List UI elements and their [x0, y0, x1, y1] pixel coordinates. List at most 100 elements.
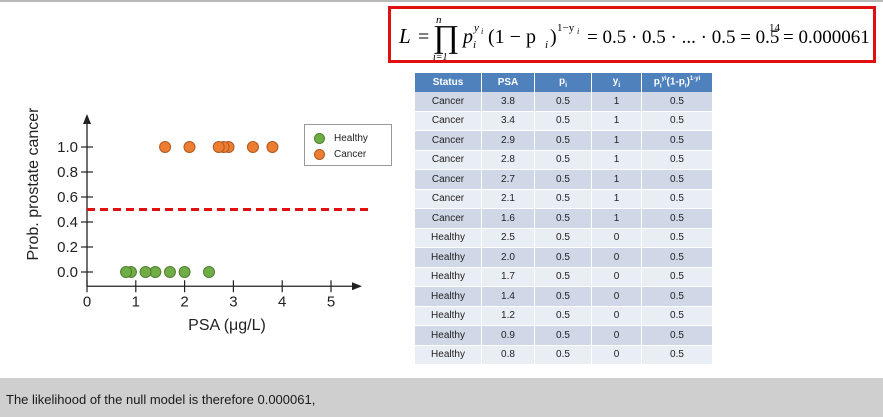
legend-label-healthy: Healthy	[334, 132, 368, 144]
x-tick-label: 2	[180, 293, 188, 310]
cell-p: 0.5	[534, 189, 592, 209]
cell-psa: 2.9	[481, 130, 535, 151]
cell-y: 1	[591, 111, 642, 131]
x-tick-label: 0	[83, 293, 91, 310]
cell-p: 0.5	[534, 150, 592, 170]
cell-p: 0.5	[534, 130, 592, 151]
cell-status: Cancer	[415, 208, 482, 229]
table-row: Cancer 1.6 0.5 1 0.5	[415, 208, 713, 229]
formula-term-paren-sub: i	[545, 39, 548, 51]
likelihood-formula: L = n ∏ i=1 p i y i (1 − p i ) 1−y i = 0…	[398, 14, 870, 60]
caption-bar: The likelihood of the null model is ther…	[0, 378, 883, 417]
cancer-point	[266, 141, 279, 153]
x-axis-label: PSA (μg/L)	[188, 317, 266, 334]
cell-status: Cancer	[415, 150, 482, 170]
table-row: Cancer 3.8 0.5 1 0.5	[415, 92, 713, 112]
table-header-row: Status PSA pi yi piyi(1-pi)1-yi	[415, 73, 713, 92]
cell-likelihood: 0.5	[641, 247, 713, 268]
plot-points	[120, 141, 279, 278]
caption-text: The likelihood of the null model is ther…	[6, 392, 316, 407]
cell-y: 1	[591, 169, 642, 190]
top-border	[0, 0, 883, 2]
healthy-point	[178, 266, 191, 278]
cell-y: 1	[591, 92, 642, 112]
healthy-point	[203, 266, 215, 278]
likelihood-formula-box: L = n ∏ i=1 p i y i (1 − p i ) 1−y i = 0…	[388, 6, 876, 63]
cell-status: Healthy	[415, 228, 482, 248]
y-tick-label: 0.2	[57, 239, 78, 256]
cancer-point	[183, 141, 196, 153]
cell-y: 1	[591, 208, 642, 229]
formula-product-symbol: ∏	[433, 18, 459, 54]
cell-y: 1	[591, 130, 642, 151]
cell-p: 0.5	[534, 325, 592, 346]
formula-term-p-sup: y	[473, 22, 479, 34]
y-axis-label: Prob. prostate cancer	[25, 107, 42, 261]
cell-status: Cancer	[415, 130, 482, 151]
formula-lhs: L	[398, 24, 411, 48]
cancer-point	[159, 141, 172, 153]
table-row: Healthy 0.8 0.5 0 0.5	[415, 345, 713, 365]
cell-p: 0.5	[534, 111, 592, 131]
table-row: Cancer 2.7 0.5 1 0.5	[415, 169, 713, 190]
formula-rhs-1: = 0.5 · 0.5 · ... · 0.5 = 0.5	[587, 27, 779, 48]
formula-term-paren-close: )	[550, 26, 557, 48]
cell-likelihood: 0.5	[641, 150, 713, 170]
cell-y: 0	[591, 306, 642, 326]
formula-product-lower: i=1	[433, 52, 448, 60]
cell-psa: 3.4	[481, 111, 535, 131]
y-axis-arrow-icon	[83, 114, 91, 124]
likelihood-table: Status PSA pi yi piyi(1-pi)1-yi Cancer 3.…	[415, 73, 713, 365]
cell-p: 0.5	[534, 306, 592, 326]
header-y: yi	[591, 73, 642, 92]
cell-likelihood: 0.5	[641, 189, 713, 209]
cell-psa: 0.8	[481, 345, 535, 365]
cell-p: 0.5	[534, 228, 592, 248]
cell-likelihood: 0.5	[641, 92, 713, 112]
cell-y: 0	[591, 247, 642, 268]
cell-p: 0.5	[534, 208, 592, 229]
cell-y: 0	[591, 345, 642, 365]
cell-psa: 2.8	[481, 150, 535, 170]
cell-y: 0	[591, 325, 642, 346]
cell-status: Healthy	[415, 247, 482, 268]
cell-y: 1	[591, 150, 642, 170]
table-row: Cancer 2.8 0.5 1 0.5	[415, 150, 713, 170]
x-tick-label: 3	[229, 293, 237, 310]
y-tick-label: 0.8	[57, 164, 78, 181]
formula-term-exp-sub: i	[577, 27, 579, 36]
cell-likelihood: 0.5	[641, 325, 713, 346]
cell-likelihood: 0.5	[641, 111, 713, 131]
cell-psa: 1.7	[481, 267, 535, 287]
formula-rhs-exp: 14	[769, 22, 781, 34]
cell-likelihood: 0.5	[641, 267, 713, 287]
cell-likelihood: 0.5	[641, 228, 713, 248]
table-row: Cancer 3.4 0.5 1 0.5	[415, 111, 713, 131]
cell-likelihood: 0.5	[641, 208, 713, 229]
table-row: Healthy 1.7 0.5 0 0.5	[415, 267, 713, 287]
healthy-point	[120, 266, 133, 278]
plot-axes: 0.0 0.2 0.4 0.6 0.8 1.0 0 1 2 3 4 5	[57, 114, 362, 310]
table-row: Healthy 2.5 0.5 0 0.5	[415, 228, 713, 248]
cell-p: 0.5	[534, 169, 592, 190]
table-row: Cancer 2.9 0.5 1 0.5	[415, 130, 713, 151]
cell-psa: 0.9	[481, 325, 535, 346]
cell-psa: 2.1	[481, 189, 535, 209]
y-tick-label: 0.4	[57, 214, 78, 231]
y-tick-label: 0.6	[57, 189, 78, 206]
y-tick-label: 0.0	[57, 264, 78, 281]
cell-y: 0	[591, 267, 642, 287]
cell-psa: 2.7	[481, 169, 535, 190]
cancer-point	[212, 141, 225, 153]
header-p: pi	[534, 73, 592, 92]
cell-status: Cancer	[415, 111, 482, 131]
cell-psa: 2.0	[481, 247, 535, 268]
formula-term-exp: 1−y	[557, 22, 575, 34]
header-psa: PSA	[481, 73, 535, 92]
x-tick-label: 4	[278, 293, 286, 310]
cell-psa: 1.2	[481, 306, 535, 326]
cell-y: 0	[591, 228, 642, 248]
legend-item-cancer: Cancer	[314, 147, 366, 161]
cell-y: 1	[591, 189, 642, 209]
legend: Healthy Cancer	[304, 124, 392, 166]
